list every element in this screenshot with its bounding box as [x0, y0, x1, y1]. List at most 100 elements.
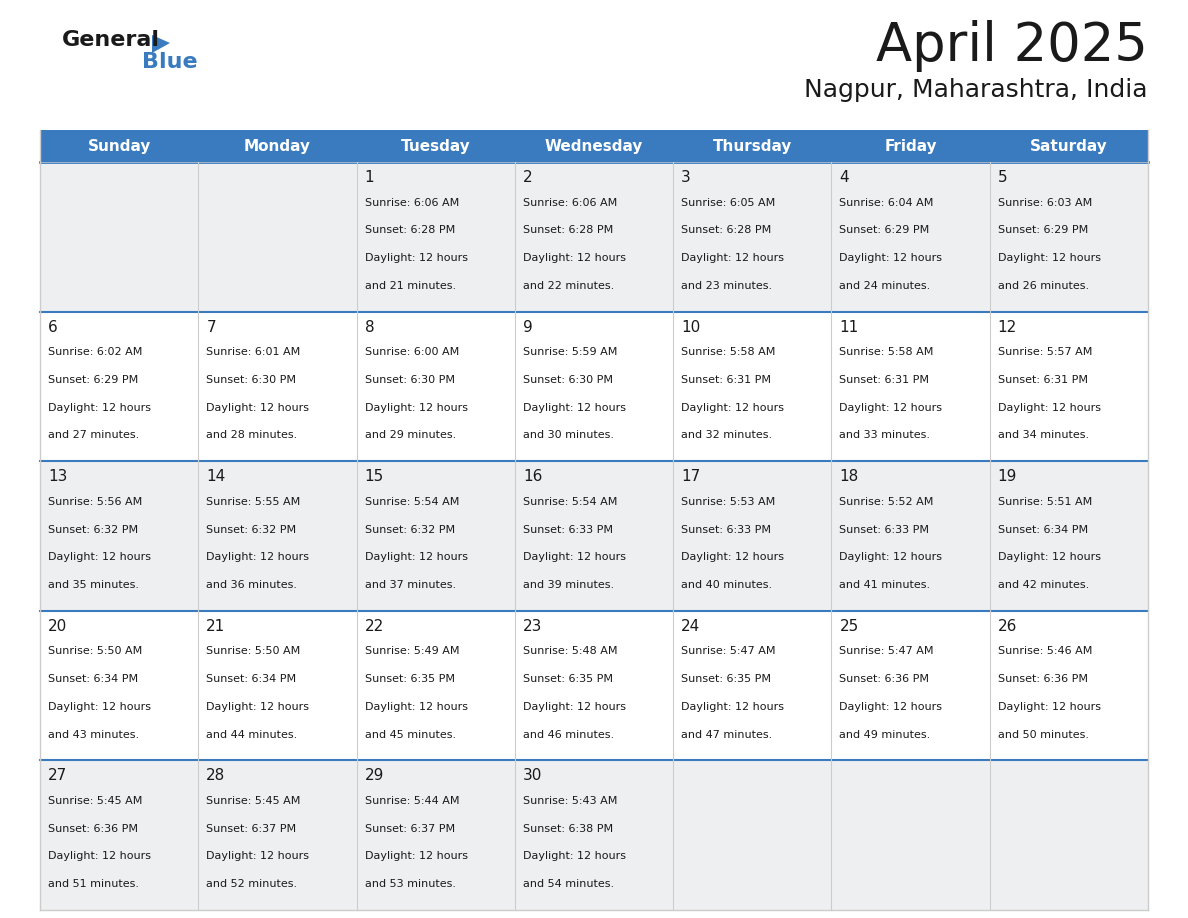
Text: 29: 29 [365, 768, 384, 783]
Text: Daylight: 12 hours: Daylight: 12 hours [365, 253, 468, 263]
Text: 8: 8 [365, 319, 374, 334]
Text: and 24 minutes.: and 24 minutes. [840, 281, 930, 291]
Text: Daylight: 12 hours: Daylight: 12 hours [681, 403, 784, 412]
Text: Daylight: 12 hours: Daylight: 12 hours [207, 702, 309, 711]
Text: Sunset: 6:31 PM: Sunset: 6:31 PM [681, 375, 771, 385]
Text: 20: 20 [48, 619, 68, 633]
Text: and 26 minutes.: and 26 minutes. [998, 281, 1089, 291]
Text: Daylight: 12 hours: Daylight: 12 hours [998, 702, 1101, 711]
Text: and 29 minutes.: and 29 minutes. [365, 431, 456, 441]
Text: Sunset: 6:31 PM: Sunset: 6:31 PM [840, 375, 929, 385]
Text: Sunday: Sunday [88, 139, 151, 153]
Text: Daylight: 12 hours: Daylight: 12 hours [840, 253, 942, 263]
Text: Sunrise: 5:49 AM: Sunrise: 5:49 AM [365, 646, 459, 656]
Text: and 21 minutes.: and 21 minutes. [365, 281, 456, 291]
Text: April 2025: April 2025 [876, 20, 1148, 72]
Text: 11: 11 [840, 319, 859, 334]
Text: 19: 19 [998, 469, 1017, 484]
Text: and 33 minutes.: and 33 minutes. [840, 431, 930, 441]
Text: Sunset: 6:34 PM: Sunset: 6:34 PM [207, 674, 297, 684]
Text: Sunrise: 5:47 AM: Sunrise: 5:47 AM [840, 646, 934, 656]
Text: Nagpur, Maharashtra, India: Nagpur, Maharashtra, India [804, 78, 1148, 102]
Text: Sunrise: 5:50 AM: Sunrise: 5:50 AM [207, 646, 301, 656]
Text: Daylight: 12 hours: Daylight: 12 hours [207, 403, 309, 412]
Text: Sunrise: 5:57 AM: Sunrise: 5:57 AM [998, 347, 1092, 357]
Text: Daylight: 12 hours: Daylight: 12 hours [998, 553, 1101, 562]
Bar [40, 311, 1148, 461]
Text: and 42 minutes.: and 42 minutes. [998, 580, 1089, 590]
Text: Daylight: 12 hours: Daylight: 12 hours [48, 702, 151, 711]
Text: Sunrise: 5:53 AM: Sunrise: 5:53 AM [681, 497, 776, 507]
Text: Monday: Monday [244, 139, 311, 153]
Text: and 39 minutes.: and 39 minutes. [523, 580, 614, 590]
Text: 30: 30 [523, 768, 542, 783]
Text: Daylight: 12 hours: Daylight: 12 hours [48, 851, 151, 861]
Text: Sunset: 6:38 PM: Sunset: 6:38 PM [523, 823, 613, 834]
Text: Wednesday: Wednesday [545, 139, 643, 153]
Text: 9: 9 [523, 319, 532, 334]
Text: Blue: Blue [143, 52, 197, 72]
Text: and 22 minutes.: and 22 minutes. [523, 281, 614, 291]
Text: Sunset: 6:30 PM: Sunset: 6:30 PM [207, 375, 296, 385]
Text: 13: 13 [48, 469, 68, 484]
Text: Sunrise: 5:44 AM: Sunrise: 5:44 AM [365, 796, 459, 806]
Text: 26: 26 [998, 619, 1017, 633]
Text: 4: 4 [840, 170, 849, 185]
Text: 21: 21 [207, 619, 226, 633]
Text: and 43 minutes.: and 43 minutes. [48, 730, 139, 740]
Text: Daylight: 12 hours: Daylight: 12 hours [365, 553, 468, 562]
Text: Daylight: 12 hours: Daylight: 12 hours [365, 702, 468, 711]
Text: and 45 minutes.: and 45 minutes. [365, 730, 456, 740]
Text: and 44 minutes.: and 44 minutes. [207, 730, 297, 740]
Text: 16: 16 [523, 469, 542, 484]
Text: 22: 22 [365, 619, 384, 633]
Text: Sunset: 6:33 PM: Sunset: 6:33 PM [523, 524, 613, 534]
Text: and 49 minutes.: and 49 minutes. [840, 730, 930, 740]
Text: Sunset: 6:33 PM: Sunset: 6:33 PM [681, 524, 771, 534]
Text: Thursday: Thursday [713, 139, 792, 153]
Text: Sunset: 6:35 PM: Sunset: 6:35 PM [681, 674, 771, 684]
Text: 5: 5 [998, 170, 1007, 185]
Text: Sunrise: 5:46 AM: Sunrise: 5:46 AM [998, 646, 1092, 656]
Text: Sunset: 6:35 PM: Sunset: 6:35 PM [365, 674, 455, 684]
Text: Sunset: 6:29 PM: Sunset: 6:29 PM [840, 225, 930, 235]
Text: Sunset: 6:36 PM: Sunset: 6:36 PM [840, 674, 929, 684]
Text: Sunset: 6:31 PM: Sunset: 6:31 PM [998, 375, 1088, 385]
Text: 14: 14 [207, 469, 226, 484]
Text: Daylight: 12 hours: Daylight: 12 hours [681, 553, 784, 562]
Text: 6: 6 [48, 319, 58, 334]
Text: and 36 minutes.: and 36 minutes. [207, 580, 297, 590]
Text: Daylight: 12 hours: Daylight: 12 hours [207, 553, 309, 562]
Text: Sunset: 6:28 PM: Sunset: 6:28 PM [681, 225, 771, 235]
Text: Sunset: 6:36 PM: Sunset: 6:36 PM [48, 823, 138, 834]
Text: Sunset: 6:37 PM: Sunset: 6:37 PM [365, 823, 455, 834]
Text: and 40 minutes.: and 40 minutes. [681, 580, 772, 590]
Text: General: General [62, 30, 160, 50]
Text: and 54 minutes.: and 54 minutes. [523, 879, 614, 890]
Text: and 46 minutes.: and 46 minutes. [523, 730, 614, 740]
Text: Sunrise: 5:58 AM: Sunrise: 5:58 AM [840, 347, 934, 357]
Text: 1: 1 [365, 170, 374, 185]
Text: Sunrise: 6:06 AM: Sunrise: 6:06 AM [365, 197, 459, 207]
Text: Sunrise: 5:54 AM: Sunrise: 5:54 AM [365, 497, 459, 507]
Text: Sunset: 6:30 PM: Sunset: 6:30 PM [365, 375, 455, 385]
Text: 18: 18 [840, 469, 859, 484]
Text: and 28 minutes.: and 28 minutes. [207, 431, 297, 441]
Text: Saturday: Saturday [1030, 139, 1107, 153]
Text: Daylight: 12 hours: Daylight: 12 hours [523, 403, 626, 412]
Text: Sunrise: 5:43 AM: Sunrise: 5:43 AM [523, 796, 618, 806]
Text: Friday: Friday [884, 139, 937, 153]
Text: Daylight: 12 hours: Daylight: 12 hours [523, 851, 626, 861]
Text: Sunrise: 5:52 AM: Sunrise: 5:52 AM [840, 497, 934, 507]
Text: and 23 minutes.: and 23 minutes. [681, 281, 772, 291]
Text: 17: 17 [681, 469, 701, 484]
Text: Daylight: 12 hours: Daylight: 12 hours [998, 253, 1101, 263]
Text: Sunrise: 6:03 AM: Sunrise: 6:03 AM [998, 197, 1092, 207]
Text: Daylight: 12 hours: Daylight: 12 hours [840, 403, 942, 412]
Bar [40, 461, 1148, 610]
Text: 10: 10 [681, 319, 701, 334]
Text: and 47 minutes.: and 47 minutes. [681, 730, 772, 740]
Text: Sunrise: 5:45 AM: Sunrise: 5:45 AM [48, 796, 143, 806]
Text: Sunset: 6:34 PM: Sunset: 6:34 PM [998, 524, 1088, 534]
Text: Sunset: 6:32 PM: Sunset: 6:32 PM [365, 524, 455, 534]
